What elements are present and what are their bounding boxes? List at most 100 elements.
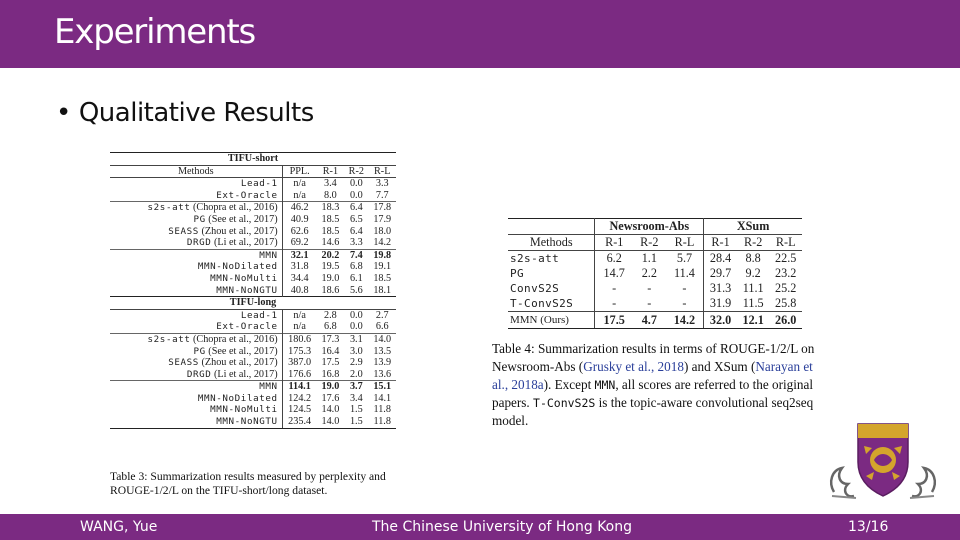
- method-name: MMN: [259, 381, 278, 393]
- method-cell: s2s-att (Chopra et al., 2016): [110, 201, 283, 214]
- value-cell: -: [665, 281, 705, 296]
- method-cell: DRGD (Li et al., 2017): [110, 237, 283, 250]
- value-cell: 18.5: [321, 213, 340, 225]
- method-name: PG: [193, 345, 206, 357]
- value-cell: 3.3: [375, 178, 389, 190]
- column-header: R-L: [368, 165, 396, 179]
- table-section-header: TIFU-short: [110, 152, 396, 166]
- table-row: MMN-NoNGTU 40.8 18.6 5.6 18.1: [110, 284, 396, 297]
- method-cell: ConvS2S: [508, 281, 596, 296]
- value-cell: 14.2: [373, 237, 392, 249]
- method-name: MMN-NoMulti: [210, 272, 278, 284]
- table-row: MMN-NoDilated 124.2 17.6 3.4 14.1: [110, 392, 396, 405]
- value-cell: 6.4: [349, 225, 363, 237]
- value-cell: 18.3: [316, 201, 345, 214]
- value-cell: 34.4: [290, 272, 309, 284]
- table-row: T-ConvS2S - - -31.9 11.5 25.8: [508, 296, 802, 312]
- value-cell: 11.5: [742, 296, 764, 310]
- column-header: Methods: [110, 165, 283, 179]
- citation-narayan[interactable]: Narayan et al., 2018a: [492, 359, 813, 392]
- value-cell: 25.8: [775, 296, 797, 310]
- value-cell: 11.8: [368, 416, 396, 429]
- value-cell: n/a: [293, 309, 306, 321]
- value-cell: 2.8: [324, 309, 337, 321]
- method-cell: s2s-att: [508, 250, 596, 266]
- method-citation: (Zhou et al., 2017): [198, 225, 278, 237]
- method-name: Ext-Oracle: [216, 189, 278, 201]
- value-cell: 29.7: [709, 266, 732, 280]
- method-cell: MMN-NoMulti: [110, 404, 283, 417]
- value-cell: 17.3: [316, 332, 345, 346]
- value-cell: 8.8: [745, 251, 761, 265]
- value-cell: 15.1: [368, 380, 396, 393]
- method-name: MMN-NoDilated: [197, 261, 278, 273]
- table-row: DRGD (Li et al., 2017) 69.2 14.6 3.3 14.2: [110, 237, 396, 250]
- table-row: MMN 32.1 20.2 7.4 19.8: [110, 248, 396, 262]
- value-cell: 19.8: [368, 248, 396, 262]
- table-header-row: Methods R-1 R-2 R-L R-1 R-2 R-L: [508, 234, 802, 251]
- value-cell: 3.3: [349, 237, 363, 249]
- caption-text: , all scores are referred to the origina…: [492, 377, 814, 410]
- table-row: MMN-NoMulti 124.5 14.0 1.5 11.8: [110, 404, 396, 417]
- value-cell: 17.5: [594, 311, 633, 329]
- value-cell: 2.2: [641, 266, 657, 280]
- method-cell: PG: [508, 266, 596, 281]
- column-header: R-2: [632, 234, 666, 251]
- value-cell: 17.8: [368, 201, 396, 214]
- value-cell: 2.0: [349, 368, 363, 380]
- method-name: s2s-att: [147, 333, 191, 345]
- value-cell: 23.2: [775, 266, 797, 280]
- value-cell: 3.0: [349, 345, 363, 357]
- value-cell: 31.8: [290, 261, 309, 273]
- method-cell: MMN-NoDilated: [110, 261, 283, 273]
- value-cell: 17.6: [321, 392, 340, 404]
- value-cell: 32.0: [703, 311, 737, 329]
- table-row: PG (See et al., 2017) 175.3 16.4 3.0 13.5: [110, 345, 396, 358]
- value-cell: 22.5: [775, 251, 797, 265]
- value-cell: 4.7: [632, 311, 666, 329]
- value-cell: 31.3: [709, 281, 732, 295]
- value-cell: 5.7: [665, 250, 705, 266]
- method-cell: MMN-NoMulti: [110, 272, 283, 285]
- value-cell: 0.0: [349, 189, 363, 201]
- bullet-text: Qualitative Results: [78, 98, 314, 128]
- value-cell: 28.4: [709, 251, 732, 265]
- column-header: R-2: [344, 165, 369, 179]
- table-section-header: TIFU-long: [110, 296, 396, 310]
- value-cell: 11.1: [742, 281, 764, 295]
- value-cell: 6.8: [324, 321, 337, 333]
- value-cell: 40.8: [290, 284, 309, 296]
- value-cell: 3.4: [349, 392, 363, 404]
- citation-grusky[interactable]: Grusky et al., 2018: [583, 359, 684, 374]
- value-cell: 2.7: [375, 309, 389, 321]
- method-cell: PG (See et al., 2017): [110, 213, 283, 226]
- table-3-body: TIFU-short Methods PPL. R-1 R-2 R-L Lead-1 n/a 3…: [110, 152, 396, 429]
- value-cell: 9.2: [745, 266, 761, 280]
- value-cell: 13.9: [373, 357, 392, 369]
- table-row: DRGD (Li et al., 2017) 176.6 16.8 2.0 13.6: [110, 368, 396, 381]
- value-cell: 387.0: [288, 357, 312, 369]
- value-cell: 12.1: [736, 311, 770, 329]
- method-name: Lead-1: [240, 178, 278, 190]
- column-header: Methods: [508, 234, 596, 251]
- table-row: s2s-att (Chopra et al., 2016) 46.2 18.3 6.4…: [110, 201, 396, 214]
- value-cell: 235.4: [282, 416, 317, 429]
- empty-cell: [508, 218, 596, 235]
- value-cell: 7.4: [344, 248, 369, 262]
- table-group-header: Newsroom-Abs XSum: [508, 218, 802, 235]
- bullet-item: • Qualitative Results: [56, 98, 314, 128]
- method-cell: MMN-NoNGTU: [110, 416, 283, 429]
- value-cell: 3.7: [344, 380, 369, 393]
- slide-title: Experiments: [54, 12, 256, 52]
- value-cell: 1.5: [344, 416, 369, 429]
- value-cell: 62.6: [290, 225, 309, 237]
- value-cell: 6.6: [375, 321, 389, 333]
- value-cell: n/a: [293, 189, 306, 201]
- page-number: 13/16: [848, 519, 889, 535]
- table-4: Newsroom-Abs XSum Methods R-1 R-2 R-L R-1 R-2 R-…: [508, 218, 802, 329]
- table-row: MMN (Ours) 17.5 4.7 14.2 32.0 12.1 26.0: [508, 311, 802, 329]
- table-row: ConvS2S - - -31.3 11.1 25.2: [508, 281, 802, 296]
- method-cell: MMN: [110, 380, 283, 393]
- table-row: SEASS (Zhou et al., 2017) 62.6 18.5 6.4 18.0: [110, 225, 396, 238]
- table-3-caption: Table 3: Summarization results measured …: [110, 470, 386, 497]
